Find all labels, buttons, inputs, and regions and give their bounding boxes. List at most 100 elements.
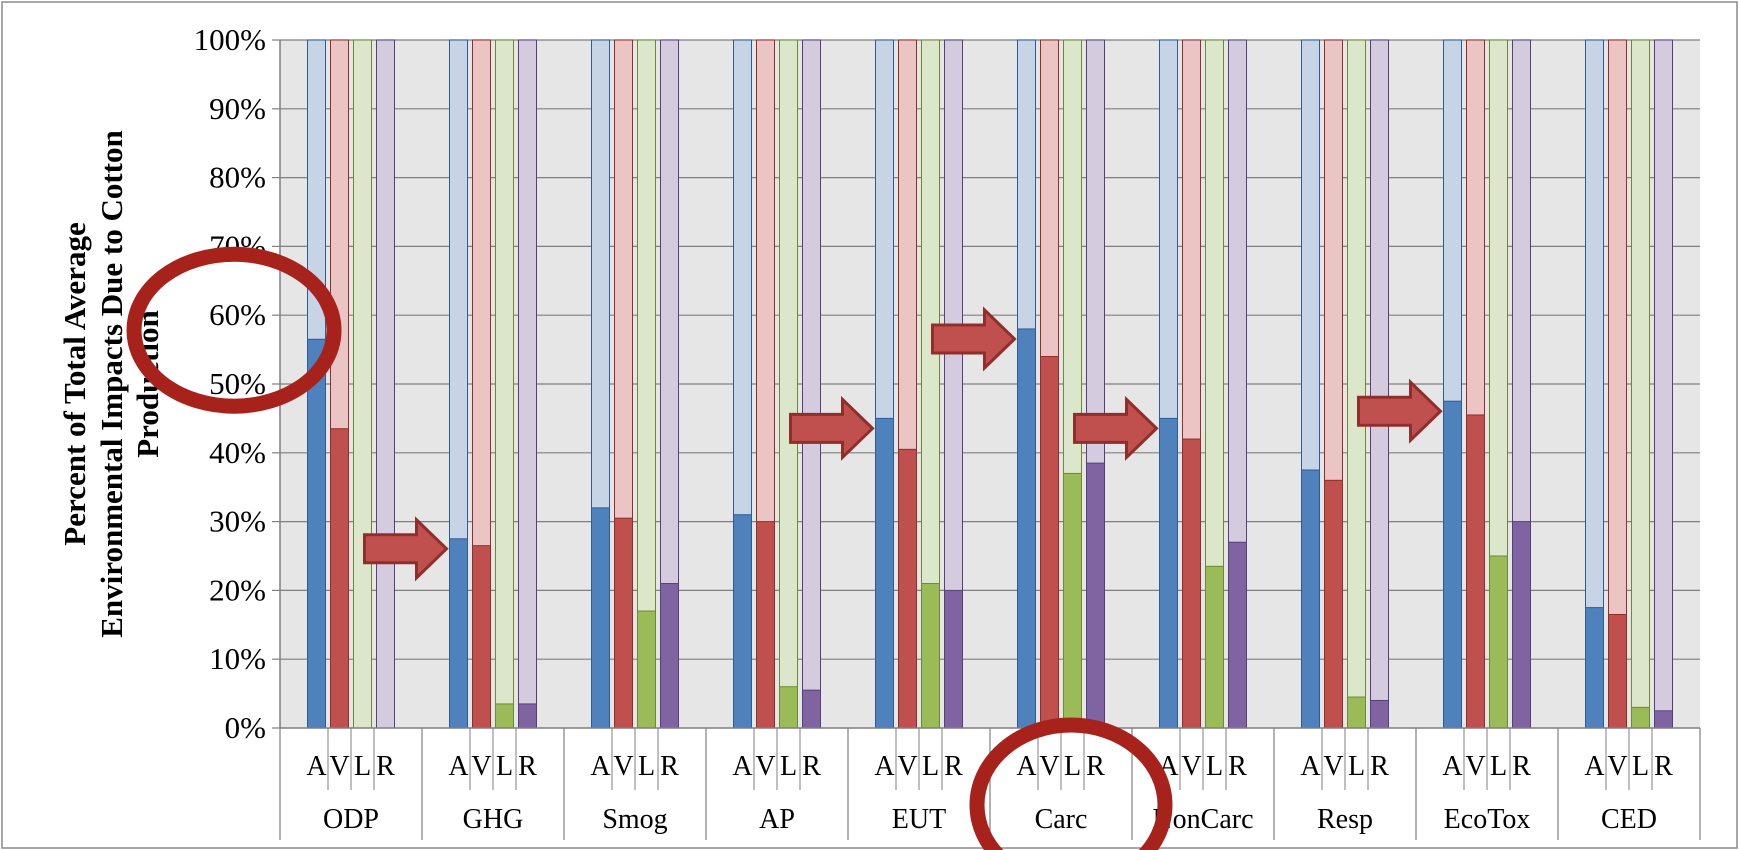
arrow-annotation: [1073, 395, 1159, 461]
bar: [1063, 472, 1082, 729]
arrow-annotation: [1357, 378, 1443, 444]
category-label: Carc: [1035, 804, 1088, 835]
y-tick-label: 30%: [209, 504, 266, 539]
y-tick-label: 90%: [209, 91, 266, 126]
bar: [921, 583, 940, 729]
y-axis-label-line: Environmental Impacts Due to Cotton: [94, 130, 129, 638]
category-label: AP: [759, 804, 795, 835]
bar: [1159, 417, 1178, 729]
sub-category-label: R: [660, 751, 679, 782]
sub-category-label: V: [897, 751, 917, 782]
sub-category-label: V: [755, 751, 775, 782]
bar: [591, 507, 610, 729]
bar-remainder: [353, 39, 372, 729]
bar-remainder: [802, 39, 821, 729]
sub-category-label: V: [1039, 751, 1059, 782]
bar-remainder: [1347, 39, 1366, 729]
highlight-circle: [126, 246, 342, 414]
bar: [733, 514, 752, 729]
bar: [1489, 555, 1508, 729]
sub-category-label: L: [780, 751, 797, 782]
arrow-annotation: [789, 395, 875, 461]
sub-category-label: R: [1654, 751, 1673, 782]
bar: [1512, 521, 1531, 729]
arrow-annotation: [931, 306, 1017, 372]
bar-remainder: [495, 39, 514, 729]
y-tick-label: 50%: [209, 366, 266, 401]
bar: [472, 545, 491, 729]
sub-category-label: A: [1016, 751, 1037, 782]
bar: [1585, 607, 1604, 729]
bar: [756, 521, 775, 729]
bar: [1301, 469, 1320, 729]
axes: [279, 40, 1701, 840]
sub-category-label: R: [1512, 751, 1531, 782]
sub-category-label: L: [1632, 751, 1649, 782]
bar: [307, 338, 326, 729]
y-tick-label: 0%: [225, 710, 266, 745]
annotations: [126, 246, 1443, 850]
y-axis-label-line: Percent of Total Average: [57, 222, 92, 545]
sub-category-label: R: [802, 751, 821, 782]
sub-category-label: L: [1348, 751, 1365, 782]
sub-category-label: V: [471, 751, 491, 782]
sub-category-label: A: [1584, 751, 1605, 782]
bar: [330, 428, 349, 729]
y-tick-label: 60%: [209, 297, 266, 332]
category-label: Smog: [602, 804, 667, 835]
bar: [802, 689, 821, 729]
y-tick-label: 80%: [209, 160, 266, 195]
sub-category-label: L: [638, 751, 655, 782]
bar-remainder: [1631, 39, 1650, 729]
bar: [1347, 696, 1366, 729]
bar: [898, 448, 917, 729]
bars: [307, 39, 1673, 729]
sub-category-label: L: [1064, 751, 1081, 782]
sub-category-label: L: [496, 751, 513, 782]
sub-category-label: A: [1300, 751, 1321, 782]
bar-remainder: [1370, 39, 1389, 729]
bar: [637, 610, 656, 729]
category-label: ODP: [323, 804, 379, 835]
bar: [1654, 710, 1673, 729]
bar: [1040, 355, 1059, 729]
sub-category-label: V: [329, 751, 349, 782]
sub-category-label: A: [732, 751, 753, 782]
sub-category-label: A: [448, 751, 469, 782]
sub-category-label: R: [1228, 751, 1247, 782]
bar-remainder: [1654, 39, 1673, 729]
category-label: GHG: [463, 804, 524, 835]
y-axis-label: Percent of Total Average Environmental Im…: [57, 130, 165, 638]
bar: [875, 417, 894, 729]
category-label: CED: [1601, 804, 1657, 835]
bar: [1631, 706, 1650, 729]
y-tick-label: 40%: [209, 435, 266, 470]
bar: [1608, 613, 1627, 729]
bar: [1017, 328, 1036, 729]
sub-category-label: V: [1607, 751, 1627, 782]
sub-category-label: A: [874, 751, 895, 782]
sub-category-label: V: [613, 751, 633, 782]
sub-category-label: L: [922, 751, 939, 782]
bar: [1205, 565, 1224, 729]
highlight-circle: [969, 717, 1173, 850]
sub-category-label: R: [1086, 751, 1105, 782]
bar: [1443, 400, 1462, 729]
y-tick-labels: 0%10%20%30%40%50%60%70%80%90%100%: [194, 22, 266, 745]
y-tick-label: 10%: [209, 641, 266, 676]
gridlines: [272, 39, 1700, 729]
bar: [1324, 479, 1343, 729]
bar-remainder: [518, 39, 537, 729]
bar: [944, 589, 963, 729]
sub-category-label: R: [944, 751, 963, 782]
arrow-annotation: [363, 516, 449, 582]
y-tick-label: 100%: [194, 22, 266, 57]
sub-category-label: R: [1370, 751, 1389, 782]
bar: [614, 517, 633, 729]
bar: [449, 538, 468, 729]
sub-category-label: A: [1442, 751, 1463, 782]
sub-category-label: V: [1181, 751, 1201, 782]
sub-category-label: A: [306, 751, 327, 782]
